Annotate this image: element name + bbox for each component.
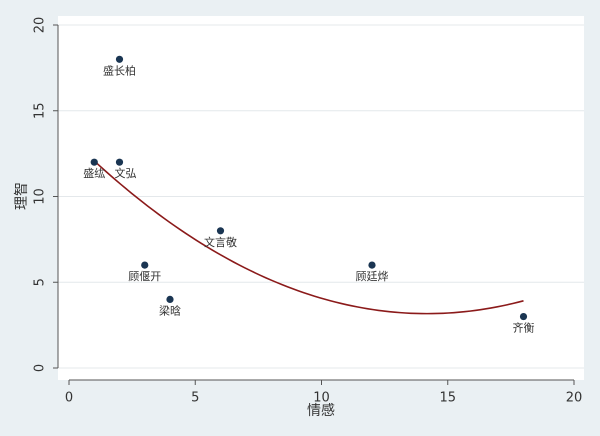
data-point xyxy=(90,158,98,166)
x-tick-label: 15 xyxy=(439,391,456,406)
data-point xyxy=(216,227,225,235)
x-tick-label: 0 xyxy=(65,391,73,406)
point-label: 齐衡 xyxy=(513,321,535,335)
data-points xyxy=(90,55,528,321)
x-tick-label: 20 xyxy=(566,391,583,406)
x-axis-title: 情感 xyxy=(307,402,335,419)
fit-curve-group xyxy=(93,160,524,315)
y-axis-title: 理智 xyxy=(14,182,30,210)
point-label: 盛长柏 xyxy=(103,63,136,77)
point-label: 盛纮 xyxy=(83,166,105,180)
fit-curve xyxy=(93,160,524,315)
x-tick-label: 10 xyxy=(313,391,330,406)
y-tick-label: 15 xyxy=(33,102,48,119)
axes: 0 5 10 15 20 0 5 10 15 20 xyxy=(33,17,583,406)
y-tick-label: 20 xyxy=(33,17,48,34)
data-point xyxy=(115,158,124,166)
y-tick-label: 5 xyxy=(33,278,48,286)
plot-area xyxy=(58,16,584,380)
data-point xyxy=(519,312,528,321)
point-label: 顾偃开 xyxy=(128,269,161,283)
data-point xyxy=(166,295,174,303)
y-tick-label: 10 xyxy=(33,188,48,205)
grid-lines xyxy=(58,24,584,369)
point-label: 梁晗 xyxy=(159,303,181,317)
data-point xyxy=(115,55,124,63)
y-tick-label: 0 xyxy=(33,364,48,372)
x-tick-label: 5 xyxy=(191,391,199,406)
point-label: 文弘 xyxy=(115,166,137,180)
data-point xyxy=(368,261,376,269)
point-label: 文言敬 xyxy=(204,235,237,249)
data-point xyxy=(141,261,149,269)
point-label: 顾廷烨 xyxy=(356,270,389,283)
